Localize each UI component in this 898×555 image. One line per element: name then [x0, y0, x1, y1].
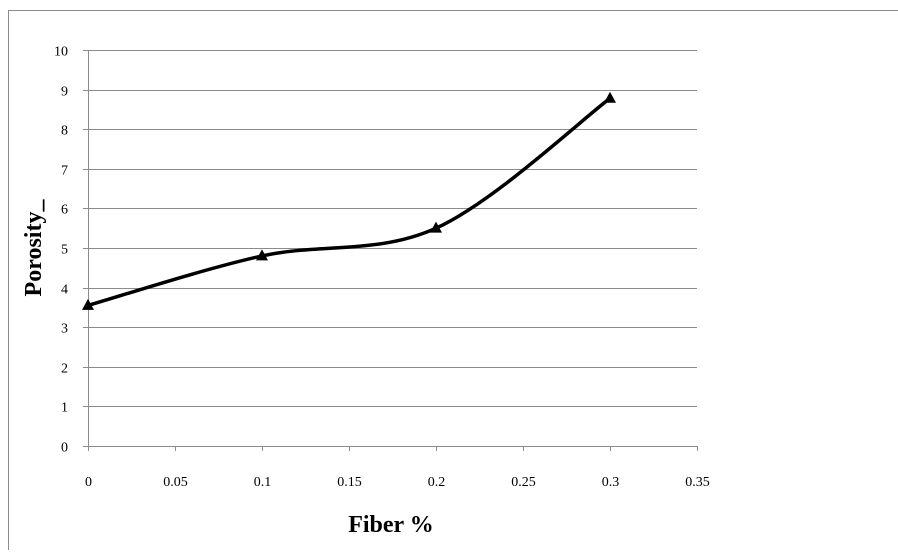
x-tick-labels: 0 0.05 0.1 0.15 0.2 0.25 0.3 0.35	[85, 475, 710, 490]
y-tick-label-0: 0	[61, 441, 68, 456]
data-point-marker-3	[604, 92, 616, 103]
y-tick-label-3: 3	[61, 322, 68, 337]
y-tick-label-8: 8	[61, 124, 68, 139]
x-tick-label-4: 0.2	[428, 475, 446, 490]
y-tick-label-9: 9	[61, 85, 68, 100]
axes	[83, 50, 698, 451]
chart-area-border	[9, 11, 898, 551]
x-tick-label-3: 0.15	[337, 475, 362, 490]
y-tick-labels: 0 1 2 3 4 5 6 7 8 9 10	[54, 45, 68, 456]
series-group	[82, 92, 616, 310]
x-axis-title: Fiber %	[348, 512, 434, 538]
y-axis-title: Porosity_	[21, 199, 47, 297]
x-tick-label-7: 0.35	[685, 475, 710, 490]
y-tick-label-2: 2	[61, 362, 68, 377]
y-tick-label-1: 1	[61, 401, 68, 416]
y-tick-label-7: 7	[61, 164, 68, 179]
y-tick-label-6: 6	[61, 203, 68, 218]
y-tick-label-5: 5	[61, 243, 68, 258]
x-tick-label-2: 0.1	[254, 475, 272, 490]
y-tick-label-10: 10	[54, 45, 68, 60]
x-tick-label-0: 0	[85, 475, 92, 490]
x-tick-label-6: 0.3	[602, 475, 620, 490]
y-tick-label-4: 4	[61, 283, 68, 298]
x-tick-label-1: 0.05	[163, 475, 188, 490]
x-tick-label-5: 0.25	[511, 475, 536, 490]
